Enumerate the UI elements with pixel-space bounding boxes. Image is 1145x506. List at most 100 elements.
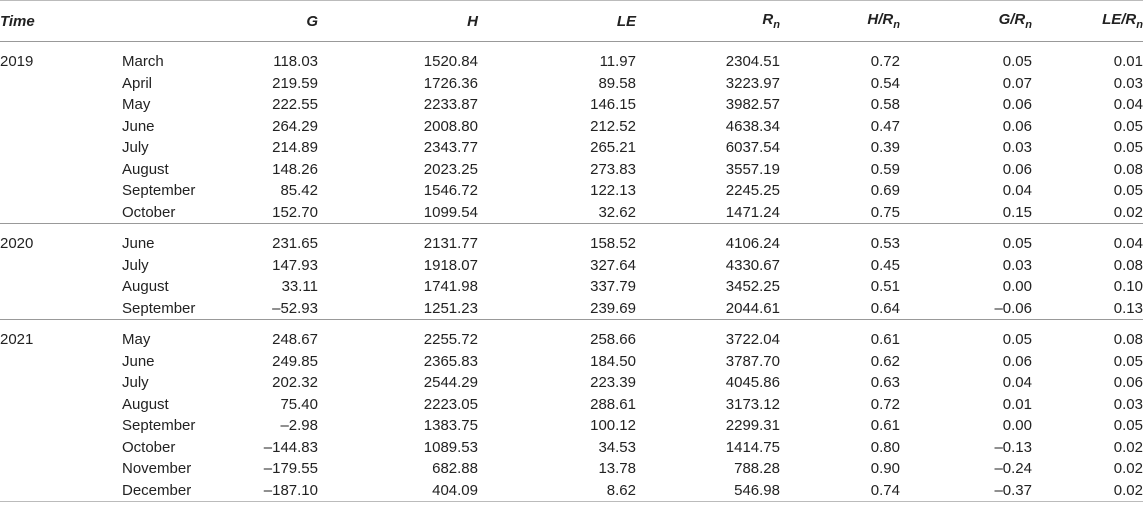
value-cell: 3173.12 bbox=[725, 395, 780, 413]
table-row: 2020 June 231.65 2131.77 158.52 4106.24 0.53 0.… bbox=[0, 223, 1143, 255]
value-cell: 0.02 bbox=[1113, 203, 1143, 221]
year-cell bbox=[0, 458, 122, 480]
value-cell: 3557.19 bbox=[725, 160, 780, 178]
value-cell: 2299.31 bbox=[725, 417, 780, 435]
month-cell: December bbox=[122, 479, 232, 502]
value-cell: 33.11 bbox=[281, 278, 318, 296]
year-cell bbox=[0, 479, 122, 502]
value-cell: 1099.54 bbox=[423, 203, 478, 221]
header-cell: G/Rn bbox=[900, 0, 1032, 42]
value-cell: 2233.87 bbox=[423, 96, 478, 114]
value-cell: 1741.98 bbox=[423, 278, 478, 296]
table-row: April 219.59 1726.36 89.58 3223.97 0.54 0.07 0.… bbox=[0, 73, 1143, 95]
header-cell: LE/Rn bbox=[1032, 0, 1143, 42]
header-cell: Rn bbox=[636, 0, 780, 42]
table-row: June 264.29 2008.80 212.52 4638.34 0.47 0.06 0.… bbox=[0, 116, 1143, 138]
year-cell bbox=[0, 73, 122, 95]
value-cell: 4330.67 bbox=[725, 256, 780, 274]
value-cell: 34.53 bbox=[598, 438, 636, 456]
table-body: 2019 March 118.03 1520.84 11.97 2304.51 0.72 0.… bbox=[0, 41, 1143, 502]
value-cell: 3223.97 bbox=[725, 74, 780, 92]
value-cell: 2365.83 bbox=[423, 352, 478, 370]
year-cell: 2019 bbox=[0, 41, 122, 73]
year-cell bbox=[0, 116, 122, 138]
year-cell bbox=[0, 394, 122, 416]
table-row: September 85.42 1546.72 122.13 2245.25 0.69 0.… bbox=[0, 180, 1143, 202]
value-cell: 4106.24 bbox=[636, 223, 780, 255]
value-cell: 0.05 bbox=[900, 41, 1032, 73]
value-cell: 0.06 bbox=[1002, 352, 1032, 370]
value-cell: 273.83 bbox=[590, 160, 636, 178]
value-cell: –0.37 bbox=[900, 479, 1032, 502]
value-cell: 13.78 bbox=[598, 460, 636, 478]
month-cell: October bbox=[122, 203, 176, 221]
month-cell: March bbox=[122, 41, 232, 73]
header-row: Time G H LE Rn H/Rn G/Rn LE/Rn bbox=[0, 0, 1143, 42]
value-cell: 0.06 bbox=[1002, 117, 1032, 135]
value-cell: 100.12 bbox=[590, 417, 636, 435]
value-cell: 0.69 bbox=[870, 182, 900, 200]
value-cell: 2044.61 bbox=[725, 299, 780, 317]
value-cell: 2008.80 bbox=[423, 117, 478, 135]
value-cell: 122.13 bbox=[590, 182, 636, 200]
year-cell bbox=[0, 351, 122, 373]
value-cell: 0.04 bbox=[1113, 96, 1143, 114]
value-cell: 0.05 bbox=[1113, 117, 1143, 135]
value-cell: 0.03 bbox=[1002, 139, 1032, 157]
table-row: July 147.93 1918.07 327.64 4330.67 0.45 0.03 0.… bbox=[0, 255, 1143, 277]
value-cell: 118.03 bbox=[232, 41, 318, 73]
value-cell: 0.13 bbox=[1113, 299, 1143, 317]
value-cell: 1251.23 bbox=[423, 299, 478, 317]
value-cell: 0.01 bbox=[1032, 41, 1143, 73]
value-cell: 0.59 bbox=[870, 160, 900, 178]
header-subscript: n bbox=[773, 19, 780, 31]
month-cell: August bbox=[122, 160, 169, 178]
value-cell: 0.00 bbox=[1002, 417, 1032, 435]
value-cell: 0.08 bbox=[1113, 256, 1143, 274]
value-cell: 2544.29 bbox=[423, 374, 478, 392]
header-text: G/R bbox=[998, 11, 1026, 28]
value-cell: 404.09 bbox=[318, 479, 478, 502]
value-cell: 1471.24 bbox=[725, 203, 780, 221]
table-row: 2019 March 118.03 1520.84 11.97 2304.51 0.72 0.… bbox=[0, 41, 1143, 73]
value-cell: 249.85 bbox=[272, 352, 318, 370]
header-subscript: n bbox=[1136, 19, 1143, 31]
value-cell: 2223.05 bbox=[423, 395, 478, 413]
header-cell: H/Rn bbox=[780, 0, 900, 42]
value-cell: 265.21 bbox=[590, 139, 636, 157]
year-cell bbox=[0, 159, 122, 181]
value-cell: 0.03 bbox=[1002, 256, 1032, 274]
value-cell: 0.08 bbox=[1113, 160, 1143, 178]
value-cell: 0.06 bbox=[1002, 96, 1032, 114]
value-cell: 0.05 bbox=[1113, 182, 1143, 200]
value-cell: 0.05 bbox=[1113, 139, 1143, 157]
value-cell: 0.05 bbox=[900, 319, 1032, 351]
value-cell: –144.83 bbox=[263, 438, 318, 456]
month-cell: May bbox=[122, 319, 232, 351]
value-cell: 2304.51 bbox=[636, 41, 780, 73]
value-cell: 0.64 bbox=[870, 299, 900, 317]
value-cell: 288.61 bbox=[590, 395, 636, 413]
value-cell: –0.24 bbox=[994, 460, 1032, 478]
value-cell: 4045.86 bbox=[725, 374, 780, 392]
header-subscript: n bbox=[1025, 19, 1032, 31]
year-cell bbox=[0, 298, 122, 320]
value-cell: 85.42 bbox=[280, 182, 318, 200]
value-cell: 214.89 bbox=[272, 139, 318, 157]
header-subscript: n bbox=[893, 19, 900, 31]
value-cell: 1520.84 bbox=[318, 41, 478, 73]
value-cell: 0.03 bbox=[1113, 74, 1143, 92]
header-text: Time bbox=[0, 12, 35, 30]
value-cell: 0.15 bbox=[1002, 203, 1032, 221]
value-cell: 147.93 bbox=[272, 256, 318, 274]
table-row: November –179.55 682.88 13.78 788.28 0.90 –0.2… bbox=[0, 458, 1143, 480]
month-cell: September bbox=[122, 417, 196, 435]
month-cell: October bbox=[122, 438, 176, 456]
value-cell: 0.47 bbox=[870, 117, 900, 135]
month-cell: September bbox=[122, 299, 196, 317]
value-cell: 0.02 bbox=[1113, 460, 1143, 478]
value-cell: 0.58 bbox=[870, 96, 900, 114]
table-row: August 148.26 2023.25 273.83 3557.19 0.59 0.06… bbox=[0, 159, 1143, 181]
value-cell: 0.74 bbox=[780, 479, 900, 502]
value-cell: 0.03 bbox=[1113, 395, 1143, 413]
